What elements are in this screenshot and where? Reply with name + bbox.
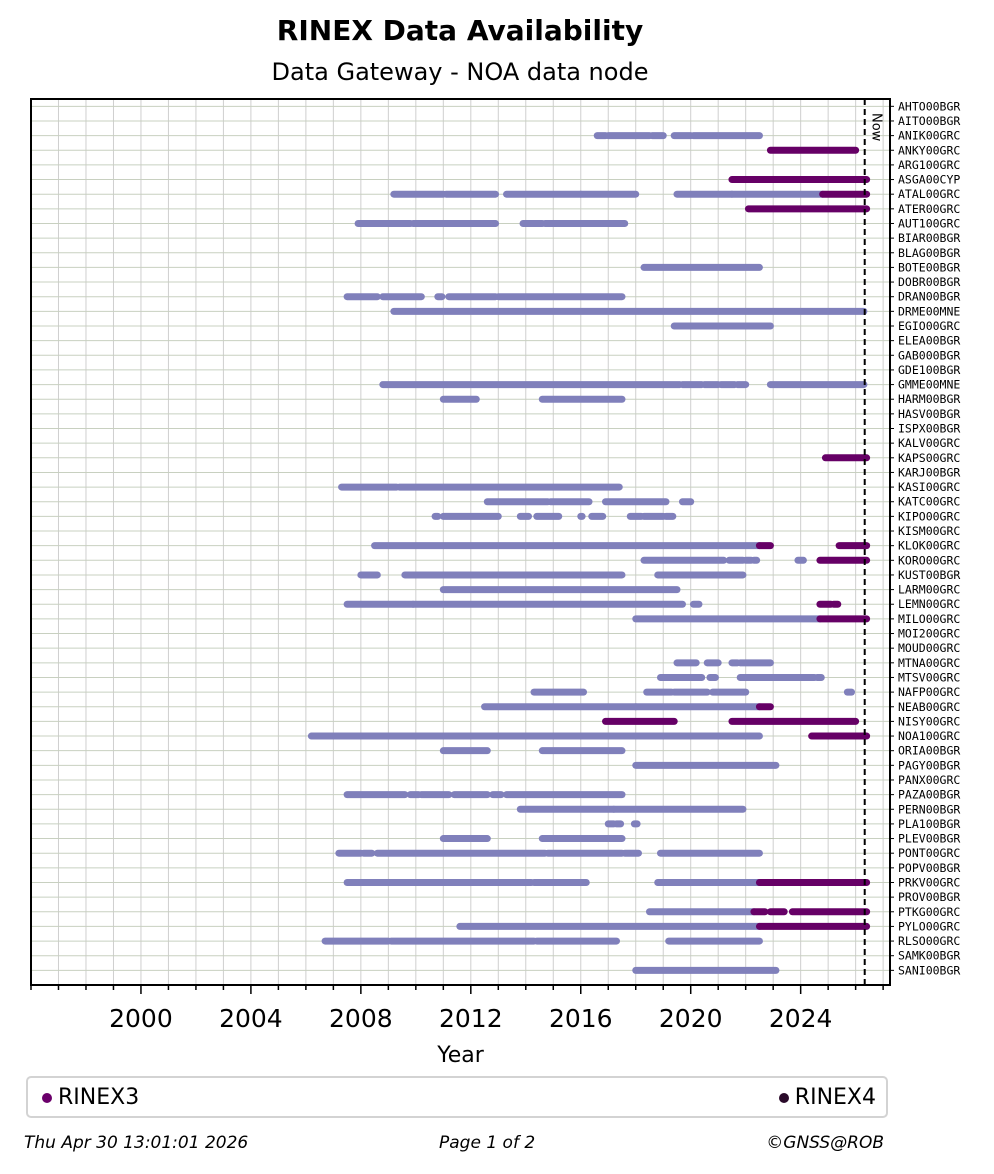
station-label: KASI00GRC <box>898 480 960 494</box>
station-label: PAZA00BGR <box>898 788 960 802</box>
station-label: MTSV00GRC <box>898 670 960 684</box>
station-label: PLEV00BGR <box>898 832 960 846</box>
station-label: HASV00BGR <box>898 407 960 421</box>
x-tick-label: 2024 <box>769 1004 833 1033</box>
station-label: POPV00BGR <box>898 861 960 875</box>
x-tick-label: 2008 <box>329 1004 393 1033</box>
station-label: DRAN00BGR <box>898 290 960 304</box>
chart-title: RINEX Data Availability <box>276 14 644 47</box>
station-label: LARM00GRC <box>898 583 960 597</box>
timeline-plot: Now 2000 2004 2008 2012 2016 2020 2024 AHTO00B… <box>30 98 960 1068</box>
station-label: BOTE00BGR <box>898 260 960 274</box>
chart-subtitle: Data Gateway - NOA data node <box>271 58 649 86</box>
station-label: NEAB00GRC <box>898 700 960 714</box>
station-label: AHTO00BGR <box>898 99 960 113</box>
station-label: ASGA00CYP <box>898 173 960 187</box>
station-label: ELEA00BGR <box>898 334 960 348</box>
station-label: PAGY00BGR <box>898 758 960 772</box>
station-label: PTKG00GRC <box>898 905 960 919</box>
legend: RINEX3 RINEX4 <box>26 1076 888 1118</box>
x-tick-label: 2020 <box>659 1004 723 1033</box>
station-label: KALV00GRC <box>898 436 960 450</box>
now-layer: Now <box>863 99 884 985</box>
station-label: ANIK00GRC <box>898 129 960 143</box>
station-label: NISY00GRC <box>898 714 960 728</box>
station-label: ARG100GRC <box>898 158 960 172</box>
station-label: ATAL00GRC <box>898 187 960 201</box>
footer-credit: ©GNSS@ROB <box>766 1133 884 1153</box>
x-tick-label: 2012 <box>439 1004 503 1033</box>
station-label: NOA100GRC <box>898 729 960 743</box>
station-label: PRKV00GRC <box>898 875 960 889</box>
legend-label-rinex3: RINEX3 <box>58 1085 140 1110</box>
station-label: GDE100BGR <box>898 363 960 377</box>
station-label: BIAR00BGR <box>898 231 960 245</box>
station-label: PYLO00GRC <box>898 919 960 933</box>
station-label: NAFP00GRC <box>898 685 960 699</box>
station-label: AUT100GRC <box>898 216 960 230</box>
station-label: MTNA00GRC <box>898 656 960 670</box>
station-label: ISPX00BGR <box>898 422 960 436</box>
x-tick-label: 2016 <box>549 1004 613 1033</box>
station-label: KORO00GRC <box>898 553 960 567</box>
station-label: GMME00MNE <box>898 378 960 392</box>
plot-frame <box>30 98 891 986</box>
legend-item-rinex4: RINEX4 <box>778 1085 876 1110</box>
x-tick-label: 2000 <box>109 1004 173 1033</box>
footer-page-number: Page 1 of 2 <box>439 1133 536 1153</box>
legend-item-rinex3: RINEX3 <box>42 1085 139 1110</box>
station-label: MOUD00GRC <box>898 641 960 655</box>
station-label: EGIO00GRC <box>898 319 960 333</box>
station-label: KLOK00GRC <box>898 539 960 553</box>
station-label: PONT00GRC <box>898 846 960 860</box>
footer: Thu Apr 30 13:01:01 2026 Page 1 of 2 ©GN… <box>24 1133 884 1155</box>
station-label: GAB000BGR <box>898 348 960 362</box>
station-label: KAPS00GRC <box>898 451 960 465</box>
x-tick-label: 2004 <box>219 1004 283 1033</box>
station-label: AITO00BGR <box>898 114 960 128</box>
station-label: MILO00GRC <box>898 612 960 626</box>
station-label: KIPO00GRC <box>898 509 960 523</box>
station-label: KISM00GRC <box>898 524 960 538</box>
now-label: Now <box>869 113 884 142</box>
station-label: RLSO00GRC <box>898 934 960 948</box>
station-label: PLA100BGR <box>898 817 960 831</box>
y-axis: AHTO00BGRAITO00BGRANIK00GRCANKY00GRCARG1… <box>890 99 960 977</box>
footer-timestamp: Thu Apr 30 13:01:01 2026 <box>24 1133 249 1153</box>
station-label: KARJ00BGR <box>898 465 960 479</box>
station-label: HARM00BGR <box>898 392 960 406</box>
station-label: PANX00GRC <box>898 773 960 787</box>
station-label: KUST00BGR <box>898 568 960 582</box>
station-label: LEMN00GRC <box>898 597 960 611</box>
bars-layer <box>307 132 871 974</box>
station-label: SANI00BGR <box>898 963 960 977</box>
station-label: KATC00GRC <box>898 495 960 509</box>
station-label: SAMK00BGR <box>898 949 960 963</box>
station-label: PROV00BGR <box>898 890 960 904</box>
legend-marker-rinex4 <box>778 1092 789 1103</box>
station-label: ATER00GRC <box>898 202 960 216</box>
x-axis-label: Year <box>436 1043 485 1068</box>
x-axis: 2000 2004 2008 2012 2016 2020 2024 <box>30 985 884 1033</box>
legend-label-rinex4: RINEX4 <box>794 1085 876 1110</box>
station-label: DRME00MNE <box>898 304 960 318</box>
legend-marker-rinex3 <box>42 1092 52 1103</box>
station-label: ORIA00BGR <box>898 744 960 758</box>
station-label: DOBR00BGR <box>898 275 960 289</box>
station-label: ANKY00GRC <box>898 143 960 157</box>
station-label: MOI200GRC <box>898 627 960 641</box>
station-label: BLAG00BGR <box>898 246 960 260</box>
station-label: PERN00BGR <box>898 802 960 816</box>
